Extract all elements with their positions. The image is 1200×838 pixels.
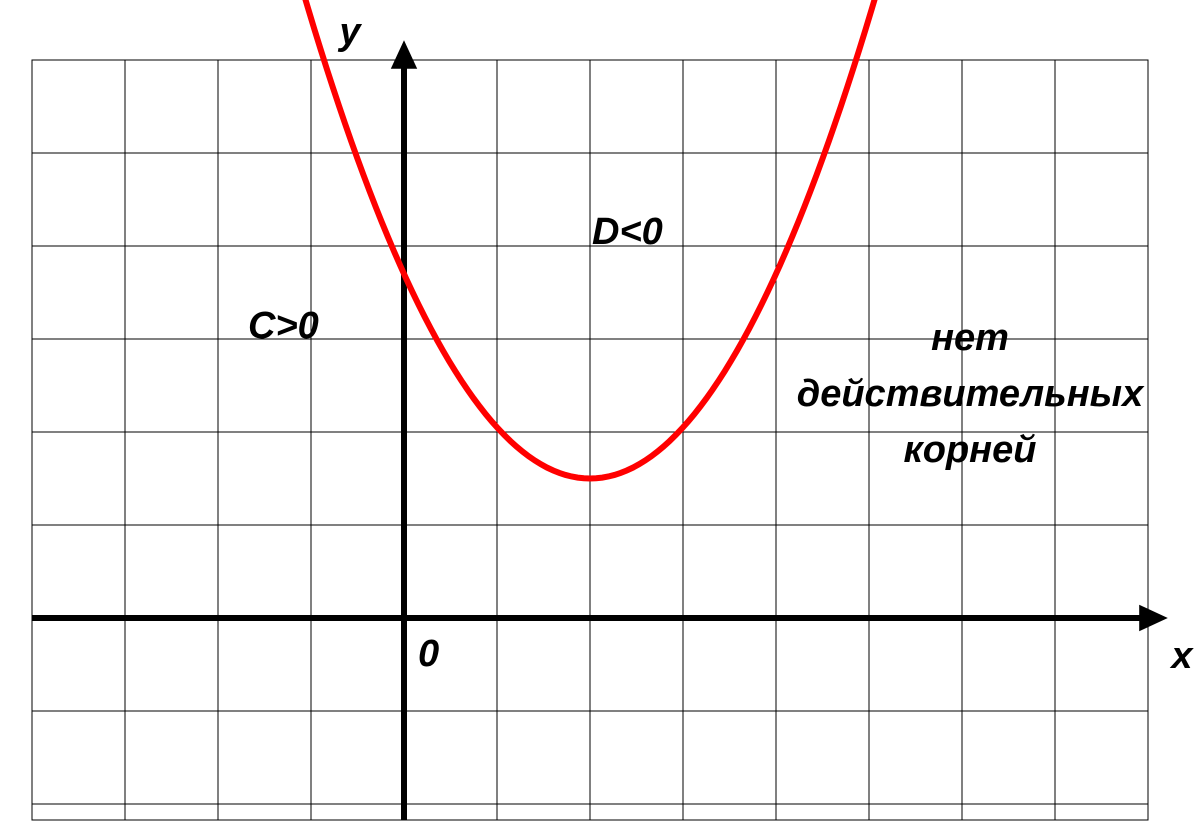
- discriminant-label: D<0: [592, 211, 663, 253]
- no-real-roots-line-2: корней: [904, 429, 1037, 471]
- c-coefficient-label: C>0: [248, 305, 319, 347]
- y-axis-label: y: [337, 11, 362, 53]
- no-real-roots-line-1: действительных: [797, 373, 1145, 415]
- x-axis-label: x: [1169, 635, 1194, 677]
- no-real-roots-line-0: нет: [931, 317, 1009, 359]
- origin-label: 0: [418, 633, 439, 675]
